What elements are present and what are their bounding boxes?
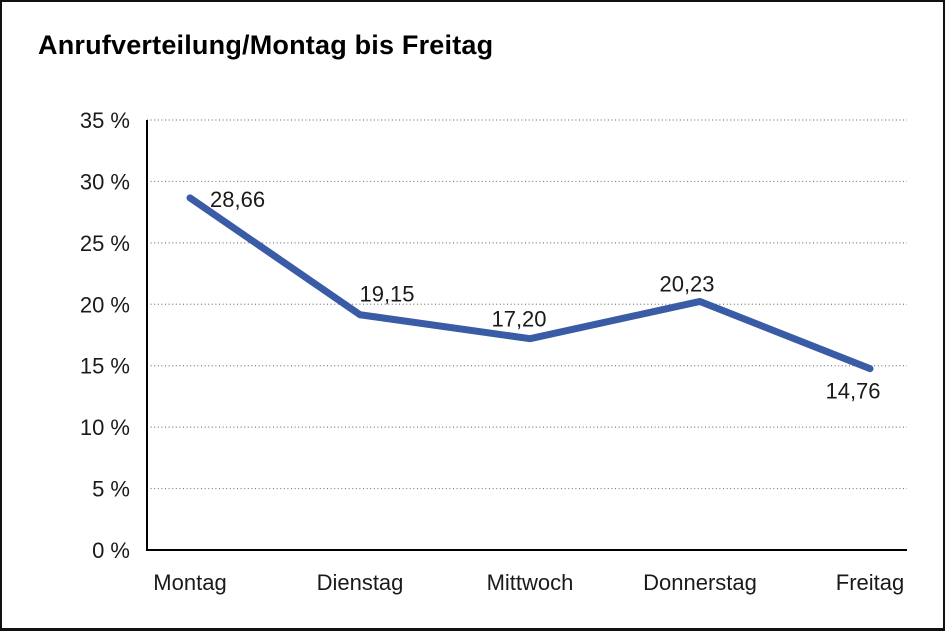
y-tick-label: 15 % [80,354,130,379]
data-point-label: 28,66 [210,187,265,212]
y-tick-label: 20 % [80,292,130,317]
x-axis-label: Dienstag [317,570,404,595]
x-axis-label: Freitag [836,570,904,595]
y-tick-label: 0 % [92,538,130,563]
data-point-label: 20,23 [659,271,714,296]
y-tick-label: 25 % [80,231,130,256]
data-point-label: 19,15 [359,282,414,307]
y-tick-label: 10 % [80,415,130,440]
chart-title: Anrufverteilung/Montag bis Freitag [38,30,494,60]
y-tick-label: 35 % [80,108,130,133]
y-tick-label: 30 % [80,169,130,194]
data-point-label: 17,20 [491,307,546,332]
x-axis-label: Mittwoch [487,570,574,595]
data-point-label: 14,76 [825,379,880,404]
x-axis-label: Donnerstag [643,570,757,595]
y-tick-label: 5 % [92,477,130,502]
data-series-line [186,194,874,373]
x-axis-label: Montag [153,570,226,595]
